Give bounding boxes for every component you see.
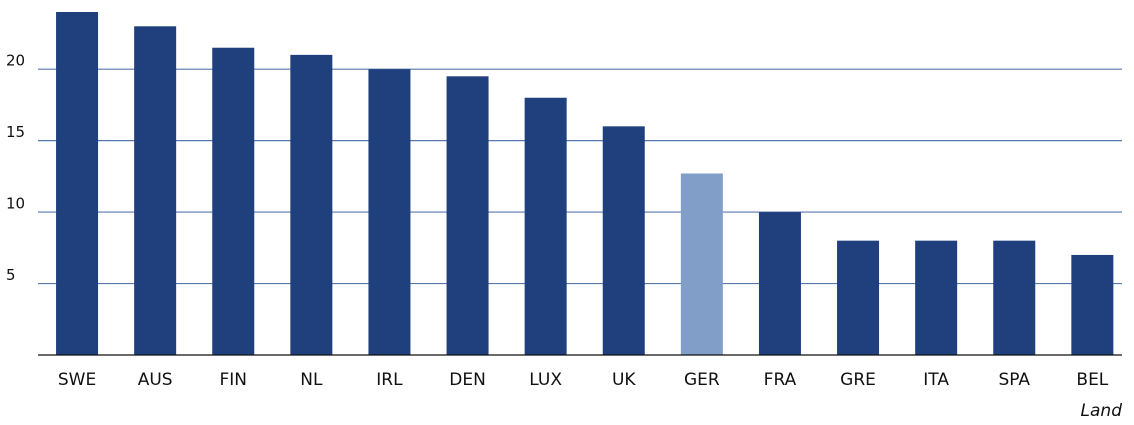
x-tick-label: UK bbox=[612, 370, 636, 390]
bar bbox=[1071, 254, 1114, 355]
x-tick-label: BEL bbox=[1076, 370, 1108, 390]
bar bbox=[837, 240, 880, 355]
x-tick-label: GER bbox=[684, 370, 720, 390]
x-tick-label: SPA bbox=[998, 370, 1030, 390]
x-tick-label: DEN bbox=[449, 370, 486, 390]
x-tick-label: NL bbox=[300, 370, 323, 390]
bar bbox=[446, 76, 489, 355]
bar bbox=[993, 240, 1036, 355]
bar bbox=[915, 240, 958, 355]
x-tick-label: FRA bbox=[764, 370, 797, 390]
x-tick-label: AUS bbox=[138, 370, 173, 390]
y-tick-label: 10 bbox=[6, 195, 25, 213]
bar bbox=[758, 212, 801, 355]
bar bbox=[602, 126, 645, 355]
x-tick-label: IRL bbox=[376, 370, 403, 390]
x-axis-title: Land bbox=[1081, 401, 1123, 421]
y-tick-label: 5 bbox=[6, 266, 16, 284]
bar bbox=[524, 97, 567, 355]
y-tick-label: 20 bbox=[6, 52, 25, 70]
bar bbox=[680, 173, 723, 355]
y-tick-label: 15 bbox=[6, 123, 25, 141]
bar bbox=[56, 12, 99, 355]
x-tick-label: GRE bbox=[840, 370, 876, 390]
bar bbox=[134, 26, 177, 356]
x-tick-label: SWE bbox=[58, 370, 96, 390]
bar bbox=[368, 69, 411, 356]
x-tick-label: FIN bbox=[219, 370, 247, 390]
x-tick-label: LUX bbox=[529, 370, 562, 390]
bar bbox=[212, 47, 255, 356]
x-tick-label: ITA bbox=[923, 370, 949, 390]
bar bbox=[290, 54, 333, 355]
